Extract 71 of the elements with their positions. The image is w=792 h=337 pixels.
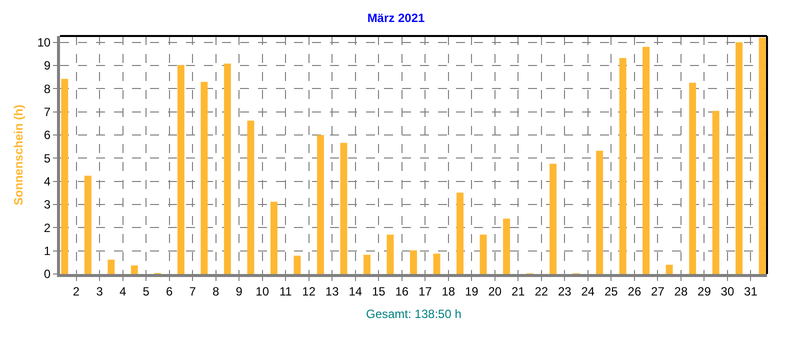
- bar: [503, 218, 510, 274]
- x-tick-label: 16: [395, 284, 409, 298]
- bar: [736, 42, 743, 274]
- x-tick-label: 20: [488, 284, 502, 298]
- x-tick-label: 3: [96, 284, 104, 298]
- x-tick-label: 29: [698, 284, 712, 298]
- bar: [270, 202, 278, 274]
- y-tick-label: 8: [44, 82, 51, 96]
- bar: [619, 58, 626, 274]
- x-tick-label: 31: [744, 284, 758, 298]
- y-tick-label: 1: [44, 244, 51, 258]
- x-tick-label: 26: [628, 284, 642, 298]
- bar: [550, 164, 557, 274]
- x-tick-label: 7: [189, 284, 196, 298]
- bar: [108, 260, 115, 274]
- x-tick-label: 25: [604, 284, 618, 298]
- x-tick-label: 23: [558, 284, 572, 298]
- x-tick-label: 19: [464, 284, 479, 298]
- x-tick-label: 2: [72, 284, 80, 298]
- x-tick-label: 10: [256, 284, 270, 298]
- bar: [177, 64, 184, 274]
- y-tick-label: 9: [44, 58, 51, 73]
- bar: [200, 82, 208, 274]
- bar: [480, 234, 487, 274]
- bar: [666, 264, 673, 274]
- bar: [433, 254, 440, 274]
- y-tick-label: 4: [44, 174, 51, 188]
- bar: [130, 265, 138, 274]
- x-tick-label: 5: [142, 284, 150, 298]
- bar: [712, 110, 720, 274]
- bar: [224, 64, 231, 274]
- x-tick-label: 28: [674, 284, 688, 298]
- bar: [689, 82, 696, 274]
- bar: [456, 192, 464, 274]
- y-tick-label: 0: [44, 267, 51, 282]
- x-tick-label: 11: [279, 284, 292, 298]
- bar: [84, 176, 92, 274]
- bar: [364, 254, 370, 274]
- y-tick-label: 3: [44, 198, 51, 212]
- x-tick-label: 22: [534, 284, 548, 298]
- bar: [247, 120, 254, 274]
- x-tick-label: 13: [325, 284, 340, 298]
- x-tick-label: 24: [581, 284, 595, 298]
- y-tick-label: 6: [44, 128, 51, 142]
- bar: [410, 250, 417, 274]
- x-tick-label: 6: [166, 284, 173, 298]
- y-tick-label: 2: [44, 220, 51, 235]
- bar: [642, 46, 650, 274]
- y-axis-title: Sonnenschein (h): [12, 104, 26, 206]
- x-tick-label: 8: [212, 284, 220, 298]
- x-tick-label: 17: [418, 284, 432, 298]
- bar: [61, 78, 68, 274]
- y-tick-label: 10: [37, 35, 51, 50]
- bar: [596, 150, 604, 274]
- x-tick-label: 18: [442, 284, 456, 298]
- x-tick-label: 14: [348, 284, 362, 298]
- y-tick-label: 5: [44, 151, 51, 166]
- x-tick-label: 12: [302, 284, 316, 298]
- y-tick-label: 7: [44, 104, 51, 119]
- x-tick-label: 9: [236, 284, 243, 298]
- bar: [386, 234, 394, 274]
- x-tick-label: 21: [511, 284, 526, 298]
- bar: [340, 142, 348, 274]
- bar: [316, 134, 324, 274]
- x-tick-label: 15: [372, 284, 386, 298]
- x-tick-label: 30: [720, 284, 734, 298]
- x-tick-label: 4: [119, 284, 126, 298]
- bar: [294, 256, 301, 274]
- chart-title: März 2021: [367, 10, 426, 25]
- text: Gesamt: 138:50 h: [366, 307, 462, 321]
- x-tick-label: 27: [651, 284, 665, 298]
